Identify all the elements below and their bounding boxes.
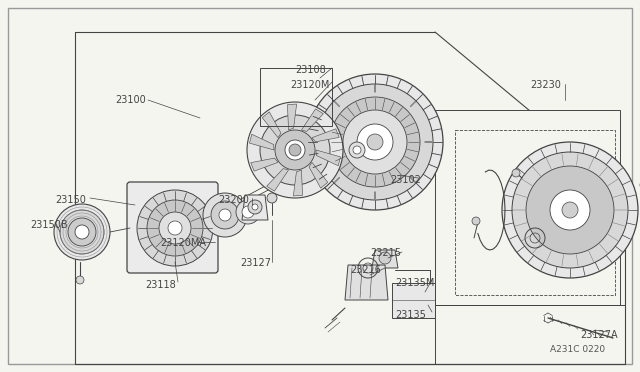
Circle shape (147, 200, 203, 256)
Circle shape (236, 200, 260, 224)
Circle shape (285, 140, 305, 160)
Circle shape (248, 200, 262, 214)
Circle shape (367, 134, 383, 150)
Circle shape (562, 202, 578, 218)
Text: 23215: 23215 (370, 248, 401, 258)
FancyBboxPatch shape (127, 182, 218, 273)
Circle shape (343, 110, 407, 174)
Circle shape (472, 217, 480, 225)
Polygon shape (251, 158, 278, 171)
Circle shape (289, 144, 301, 156)
Circle shape (357, 124, 393, 160)
Polygon shape (262, 112, 281, 138)
Circle shape (349, 142, 365, 158)
Text: 23108: 23108 (295, 65, 326, 75)
Polygon shape (242, 195, 268, 220)
Bar (435, 110, 620, 305)
Polygon shape (392, 283, 435, 318)
Text: 23120MA: 23120MA (160, 238, 206, 248)
Polygon shape (250, 134, 274, 150)
Text: 23150: 23150 (55, 195, 86, 205)
Circle shape (512, 152, 628, 268)
Circle shape (75, 225, 89, 239)
Text: 23102: 23102 (390, 175, 421, 185)
Circle shape (137, 190, 213, 266)
Circle shape (60, 210, 104, 254)
Polygon shape (309, 162, 328, 188)
Text: 23100: 23100 (115, 95, 146, 105)
Text: 23230: 23230 (530, 80, 561, 90)
Polygon shape (287, 104, 297, 130)
Circle shape (242, 206, 254, 218)
Circle shape (526, 166, 614, 254)
Circle shape (54, 204, 110, 260)
Circle shape (275, 130, 315, 170)
Text: 23135: 23135 (395, 310, 426, 320)
Circle shape (550, 190, 590, 230)
Polygon shape (293, 170, 303, 196)
Circle shape (317, 84, 433, 200)
Polygon shape (316, 150, 340, 166)
Polygon shape (267, 169, 289, 191)
Circle shape (168, 221, 182, 235)
Circle shape (252, 204, 258, 210)
Circle shape (203, 193, 247, 237)
Circle shape (502, 142, 638, 278)
Text: 23150B: 23150B (30, 220, 68, 230)
Text: 23127A: 23127A (580, 330, 618, 340)
Polygon shape (130, 185, 215, 270)
Circle shape (353, 146, 361, 154)
Circle shape (68, 218, 96, 246)
Polygon shape (301, 109, 323, 131)
Text: 23216: 23216 (350, 265, 381, 275)
Circle shape (330, 97, 420, 187)
Circle shape (76, 276, 84, 284)
Text: 23135M: 23135M (395, 278, 435, 288)
Circle shape (379, 252, 391, 264)
Circle shape (211, 201, 239, 229)
Circle shape (247, 102, 343, 198)
Circle shape (307, 74, 443, 210)
Bar (455, 130, 615, 295)
Circle shape (267, 193, 277, 203)
Polygon shape (345, 265, 388, 300)
Text: A231C 0220: A231C 0220 (550, 345, 605, 354)
Text: 23200: 23200 (218, 195, 249, 205)
Text: 23127: 23127 (240, 258, 271, 268)
Bar (260, 68, 332, 126)
Text: 23118: 23118 (145, 280, 176, 290)
Circle shape (159, 212, 191, 244)
Circle shape (219, 209, 231, 221)
Polygon shape (372, 250, 398, 268)
Polygon shape (312, 129, 339, 142)
Circle shape (512, 169, 520, 177)
Text: 23120M: 23120M (290, 80, 330, 90)
Circle shape (260, 115, 330, 185)
